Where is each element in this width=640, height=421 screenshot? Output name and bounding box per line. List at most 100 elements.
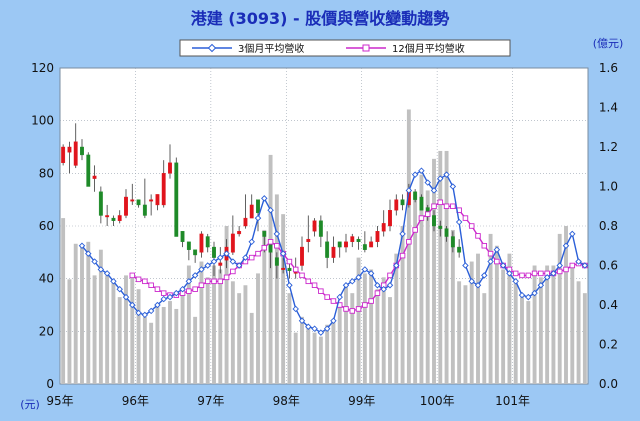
- revenue-12m-point: [418, 215, 425, 221]
- revenue-bar: [105, 275, 110, 384]
- revenue-3m-point: [550, 270, 557, 277]
- revenue-3m-point: [449, 183, 457, 190]
- revenue-3m-point: [110, 278, 117, 285]
- revenue-bar: [438, 150, 443, 384]
- revenue-12m-point: [412, 227, 418, 233]
- revenue-3m-point: [481, 272, 488, 279]
- revenue-12m-point: [387, 272, 393, 279]
- revenue-bar: [281, 214, 286, 384]
- revenue-bar: [344, 285, 348, 384]
- candle-body: [73, 141, 78, 166]
- revenue-12m-point: [129, 272, 136, 279]
- legend-3m-marker: [207, 43, 217, 53]
- candle-body: [312, 220, 317, 232]
- revenue-12m-point: [154, 286, 161, 292]
- revenue-bar: [274, 194, 279, 384]
- revenue-3m-point: [198, 266, 205, 273]
- revenue-bar: [369, 269, 374, 384]
- revenue-bar: [205, 277, 210, 384]
- revenue-bar: [193, 316, 198, 384]
- revenue-bars: [61, 109, 587, 384]
- revenue-3m-point: [317, 329, 325, 336]
- right-tick-label: 1.2: [599, 140, 618, 154]
- revenue-3m-point: [499, 262, 507, 269]
- revenue-3m-point: [474, 282, 482, 289]
- revenue-12m-point: [355, 306, 362, 312]
- candle-body: [287, 267, 292, 271]
- revenue-3m-point: [147, 307, 155, 315]
- revenue-12m-point: [217, 278, 224, 285]
- revenue-12m-point: [487, 250, 494, 257]
- revenue-12m-point: [192, 286, 198, 292]
- revenue-bar: [337, 305, 342, 384]
- right-tick-label: 0.4: [599, 298, 618, 312]
- revenue-12m-point: [160, 290, 167, 296]
- revenue-bar: [256, 273, 260, 384]
- revenue-bar: [186, 265, 191, 384]
- candle-body: [92, 175, 97, 179]
- revenue-12m-point: [525, 272, 532, 279]
- x-tick-label: 96年: [122, 394, 149, 408]
- revenue-3m-point: [154, 301, 161, 309]
- revenue-3m-point: [273, 230, 281, 238]
- revenue-3m-point: [103, 270, 111, 277]
- left-axis-unit: (元): [20, 398, 40, 411]
- candle-body: [80, 146, 84, 156]
- revenue-3m-point: [443, 171, 450, 178]
- revenue-bar: [237, 293, 242, 384]
- candle-body: [432, 215, 436, 227]
- revenue-3m-point: [424, 179, 431, 186]
- revenue-12m-point: [274, 242, 280, 249]
- revenue-bar: [419, 174, 424, 384]
- revenue-3m-point: [185, 278, 193, 285]
- x-tick-label: 97年: [197, 394, 224, 408]
- right-tick-label: 1.6: [599, 61, 618, 75]
- revenue-3m-point: [210, 258, 218, 265]
- revenue-3m-point: [160, 295, 167, 303]
- revenue-bar: [488, 233, 493, 384]
- candle-body: [325, 241, 330, 258]
- revenue-3m-point: [292, 305, 299, 313]
- x-tick-label: 99年: [348, 394, 375, 408]
- revenue-bar: [469, 261, 474, 384]
- revenue-12m-point: [223, 274, 230, 281]
- price-candles: [61, 123, 462, 279]
- revenue-3m-point: [279, 250, 287, 257]
- revenue-12m-point: [468, 223, 475, 229]
- revenue-3m-point: [386, 282, 394, 289]
- candle-body: [149, 199, 154, 202]
- revenue-3m-point: [298, 317, 306, 325]
- revenue-3m-point: [367, 270, 375, 277]
- revenue-12m-point: [261, 244, 268, 251]
- candle-body: [161, 173, 166, 206]
- candle-body: [362, 244, 367, 250]
- candle-body: [218, 262, 223, 266]
- revenue-3m-point: [330, 317, 337, 325]
- candle-body: [142, 204, 147, 216]
- left-tick-label: 100: [31, 114, 54, 128]
- candle-body: [375, 231, 380, 242]
- revenue-3m-point: [518, 291, 526, 299]
- revenue-bar: [98, 249, 103, 384]
- candle-body: [67, 146, 72, 153]
- revenue-bar: [406, 109, 411, 384]
- revenue-12m-point: [481, 242, 488, 249]
- revenue-3m-point: [336, 293, 343, 301]
- revenue-3m-point: [122, 293, 130, 301]
- candle-body: [86, 154, 91, 187]
- revenue-12m-point: [374, 290, 381, 296]
- left-tick-label: 40: [39, 272, 54, 286]
- revenue-3m-point: [191, 272, 199, 279]
- revenue-3m-point: [97, 266, 105, 273]
- revenue-bar: [450, 229, 455, 384]
- revenue-3m-point: [531, 289, 538, 297]
- revenue-3m-point: [512, 278, 519, 285]
- revenue-3m-point: [525, 293, 532, 301]
- revenue-3m-point: [342, 282, 350, 289]
- candle-body: [155, 194, 160, 206]
- revenue-bar: [149, 322, 154, 384]
- revenue-12m-point: [248, 254, 255, 261]
- revenue-12m-point: [311, 282, 318, 289]
- revenue-3m-point: [173, 289, 180, 297]
- candle-body: [262, 231, 267, 237]
